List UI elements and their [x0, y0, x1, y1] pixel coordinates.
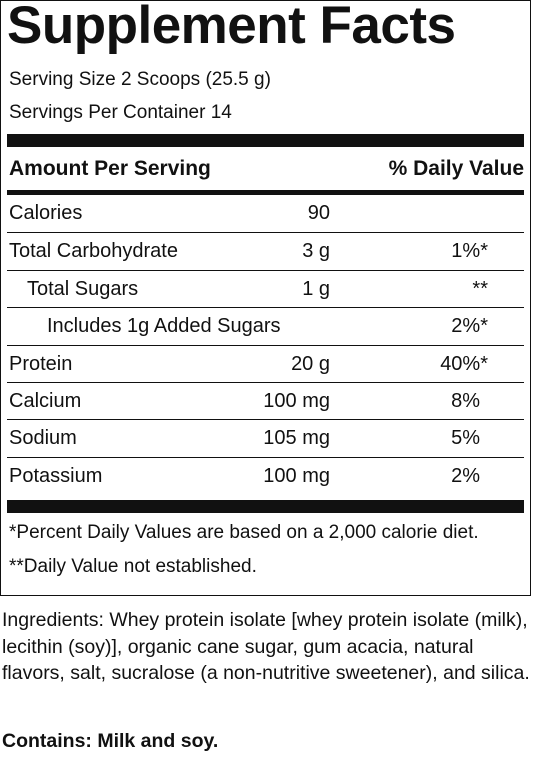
divider-thick-top: [7, 134, 524, 147]
nutrient-amount: 90: [307, 202, 330, 224]
footnote-not-established: **Daily Value not established.: [9, 556, 257, 577]
nutrient-row-added-sugars: Includes 1g Added Sugars 2%*: [7, 307, 524, 344]
nutrient-daily-value: **: [472, 277, 488, 300]
nutrient-daily-value: 8%: [451, 389, 480, 412]
nutrient-daily-value: 5%: [451, 427, 480, 450]
panel-title: Supplement Facts: [7, 0, 456, 55]
nutrient-name: Includes 1g Added Sugars: [47, 315, 281, 338]
supplement-facts-panel: Supplement Facts Serving Size 2 Scoops (…: [0, 0, 531, 596]
ingredients-text: Ingredients: Whey protein isolate [whey …: [2, 609, 530, 684]
nutrient-name: Total Carbohydrate: [9, 240, 178, 263]
nutrient-rows: Calories 90 Total Carbohydrate 3 g 1%* T…: [7, 195, 524, 494]
nutrient-daily-value: 2%*: [451, 315, 488, 338]
divider-medium: [7, 190, 524, 195]
nutrient-daily-value: 2%: [451, 464, 480, 487]
nutrient-row-protein: Protein 20 g 40%*: [7, 344, 524, 382]
servings-per-container: Servings Per Container 14: [9, 102, 232, 123]
nutrient-amount: 1 g: [302, 277, 330, 300]
nutrient-amount: 20 g: [291, 352, 330, 375]
divider-thick-bottom: [7, 500, 524, 513]
nutrient-row-sodium: Sodium 105 mg 5%: [7, 419, 524, 456]
nutrient-daily-value: 1%*: [451, 240, 488, 263]
nutrient-name: Protein: [9, 352, 73, 375]
allergen-statement: Contains: Milk and soy.: [2, 730, 219, 752]
nutrient-name: Potassium: [9, 464, 103, 487]
footnote-percent-dv: *Percent Daily Values are based on a 2,0…: [9, 522, 479, 543]
nutrient-row-total-sugars: Total Sugars 1 g **: [7, 269, 524, 307]
nutrient-name: Calcium: [9, 389, 82, 412]
nutrient-amount: 3 g: [302, 240, 330, 263]
serving-size: Serving Size 2 Scoops (25.5 g): [9, 69, 271, 90]
nutrient-amount: 105 mg: [263, 427, 330, 450]
nutrient-row-total-carbohydrate: Total Carbohydrate 3 g 1%*: [7, 232, 524, 269]
nutrient-name: Calories: [9, 202, 83, 224]
nutrient-amount: 100 mg: [263, 389, 330, 412]
nutrient-name: Sodium: [9, 427, 77, 450]
nutrient-row-calcium: Calcium 100 mg 8%: [7, 381, 524, 419]
amount-per-serving-header: Amount Per Serving: [9, 157, 211, 180]
nutrient-amount: 100 mg: [263, 464, 330, 487]
daily-value-header: % Daily Value: [388, 157, 524, 180]
nutrient-row-potassium: Potassium 100 mg 2%: [7, 456, 524, 494]
nutrient-daily-value: 40%*: [440, 352, 488, 375]
nutrient-row-calories: Calories 90: [7, 195, 524, 232]
nutrient-name: Total Sugars: [27, 277, 139, 300]
